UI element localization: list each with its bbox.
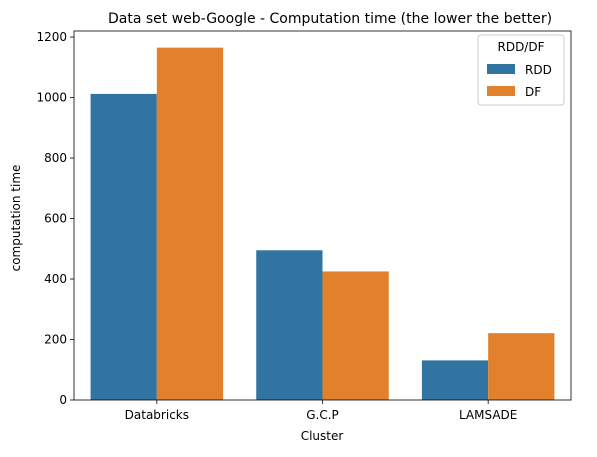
- y-tick-label: 400: [44, 272, 67, 286]
- x-axis-label: Cluster: [301, 429, 344, 443]
- legend-label-df: DF: [525, 85, 541, 99]
- bar-rdd-databricks: [90, 93, 157, 400]
- legend: RDD/DF RDD DF: [477, 34, 565, 106]
- y-tick-label: 600: [44, 212, 67, 226]
- bar-rdd-lamsade: [421, 360, 489, 400]
- bar-df-lamsade: [488, 333, 555, 400]
- legend-swatch-rdd: [487, 64, 515, 74]
- bar-df-databricks: [156, 47, 224, 400]
- y-tick-label: 1000: [36, 91, 67, 105]
- legend-title: RDD/DF: [497, 40, 544, 54]
- chart-title: Data set web-Google - Computation time (…: [108, 11, 552, 27]
- y-tick-label: 200: [44, 333, 67, 347]
- x-tick-label: LAMSADE: [459, 408, 517, 422]
- x-tick-label: Databricks: [125, 408, 189, 422]
- bar-rdd-g-c-p: [256, 250, 323, 400]
- x-tick-label: G.C.P: [306, 408, 339, 422]
- y-axis-label: computation time: [9, 165, 23, 272]
- y-tick-label: 1200: [36, 30, 67, 44]
- legend-swatch-df: [487, 86, 515, 96]
- plot-area: 0 200 400 600 800 1000 1200 Databricks G.C.P LAMS…: [36, 30, 572, 422]
- legend-label-rdd: RDD: [525, 63, 552, 77]
- y-tick-label: 800: [44, 151, 67, 165]
- y-tick-label: 0: [59, 393, 67, 407]
- bar-df-g-c-p: [322, 271, 389, 400]
